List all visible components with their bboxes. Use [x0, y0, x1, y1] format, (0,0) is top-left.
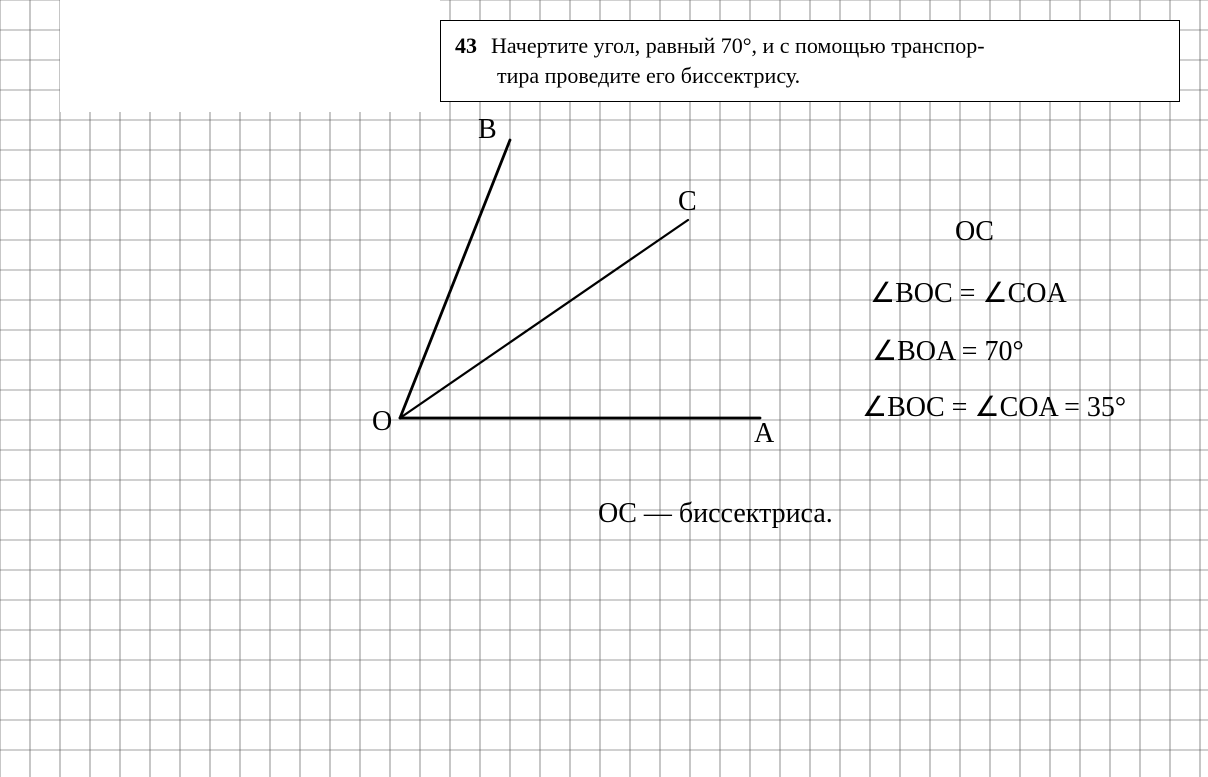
annotation-eq1: ∠BOC = ∠COA — [870, 276, 1067, 310]
problem-box: 43 Начертите угол, равный 70°, и с помощ… — [440, 20, 1180, 102]
annotation-conclusion: OC — биссектриса. — [598, 498, 833, 530]
vertex-label-O: O — [372, 406, 392, 438]
page-canvas: 43 Начертите угол, равный 70°, и с помощ… — [0, 0, 1208, 777]
grid-erased-patch — [60, 0, 440, 112]
ray-label-B: B — [478, 114, 497, 146]
problem-text-line1: Начертите угол, равный 70°, и с помощью … — [491, 33, 985, 58]
ray-label-A: A — [754, 418, 774, 450]
ray-label-C: C — [678, 186, 697, 218]
annotation-eq2: ∠BOA = 70° — [872, 334, 1024, 368]
page-svg — [0, 0, 1208, 777]
annotation-oc: OC — [955, 216, 994, 248]
problem-number: 43 — [455, 31, 477, 61]
annotation-eq3: ∠BOC = ∠COA = 35° — [862, 390, 1126, 424]
problem-text-line2: тира проведите его биссектрису. — [497, 61, 800, 91]
